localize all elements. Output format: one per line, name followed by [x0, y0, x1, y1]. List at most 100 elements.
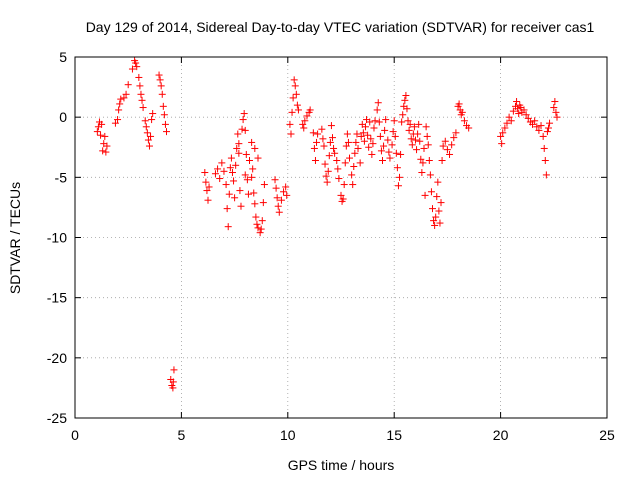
- data-point: [543, 128, 551, 136]
- data-points: [93, 57, 561, 392]
- y-tick-label: -10: [47, 230, 67, 246]
- data-point: [280, 188, 288, 196]
- data-point: [148, 116, 156, 124]
- data-point: [353, 130, 361, 138]
- data-point: [335, 175, 343, 183]
- data-point: [201, 169, 209, 177]
- data-point: [351, 149, 359, 157]
- data-point: [310, 144, 318, 152]
- data-point: [214, 165, 222, 173]
- data-point: [311, 156, 319, 164]
- data-point: [399, 111, 407, 119]
- data-point: [228, 169, 236, 177]
- data-point: [507, 117, 515, 125]
- data-point: [343, 130, 351, 138]
- data-point: [342, 142, 350, 150]
- data-point: [346, 154, 354, 162]
- y-tick-label: -20: [47, 350, 67, 366]
- data-point: [441, 137, 449, 145]
- data-point: [398, 118, 406, 126]
- data-point: [99, 147, 107, 155]
- data-point: [259, 199, 267, 207]
- data-point: [435, 207, 443, 215]
- data-point: [406, 120, 414, 128]
- x-tick-label: 15: [386, 427, 402, 443]
- data-point: [522, 111, 530, 119]
- data-point: [375, 118, 383, 126]
- data-point: [120, 94, 128, 102]
- data-point: [294, 106, 302, 114]
- data-point: [361, 123, 369, 131]
- data-point: [242, 150, 250, 158]
- data-point: [402, 92, 410, 100]
- data-point: [226, 164, 234, 172]
- chart-title: Day 129 of 2014, Sidereal Day-to-day VTE…: [86, 19, 595, 35]
- data-point: [529, 120, 537, 128]
- data-point: [337, 191, 345, 199]
- data-point: [542, 171, 550, 179]
- data-point: [245, 156, 253, 164]
- data-point: [354, 144, 362, 152]
- data-point: [293, 101, 301, 109]
- data-point: [546, 119, 554, 127]
- data-point: [390, 117, 398, 125]
- data-point: [366, 118, 374, 126]
- data-point: [408, 141, 416, 149]
- data-point: [385, 148, 393, 156]
- data-point: [251, 200, 259, 208]
- data-point: [381, 126, 389, 134]
- data-point: [156, 76, 164, 84]
- data-point: [252, 213, 260, 221]
- data-point: [514, 105, 522, 113]
- data-point: [292, 90, 300, 98]
- data-point: [244, 190, 252, 198]
- data-point: [248, 173, 256, 181]
- data-point: [520, 106, 528, 114]
- data-point: [249, 165, 257, 173]
- data-point: [350, 163, 358, 171]
- data-point: [286, 120, 294, 128]
- data-point: [223, 205, 231, 213]
- data-point: [290, 76, 298, 84]
- data-point: [410, 123, 418, 131]
- data-point: [417, 155, 425, 163]
- data-point: [551, 98, 559, 106]
- data-point: [330, 144, 338, 152]
- data-point: [232, 161, 240, 169]
- data-point: [234, 130, 242, 138]
- data-point: [218, 159, 226, 167]
- data-point: [357, 132, 365, 140]
- data-point: [287, 130, 295, 138]
- data-point: [446, 150, 454, 158]
- data-point: [323, 178, 331, 186]
- data-point: [216, 175, 224, 183]
- data-point: [299, 120, 307, 128]
- data-point: [423, 132, 431, 140]
- data-point: [415, 120, 423, 128]
- data-point: [438, 156, 446, 164]
- data-point: [235, 149, 243, 157]
- data-point: [260, 181, 268, 189]
- data-point: [320, 142, 328, 150]
- data-point: [155, 71, 163, 79]
- data-point: [322, 172, 330, 180]
- data-point: [374, 99, 382, 107]
- data-point: [437, 199, 445, 207]
- data-point: [224, 223, 232, 231]
- data-point: [434, 178, 442, 186]
- data-point: [301, 117, 309, 125]
- data-point: [452, 129, 460, 137]
- data-point: [537, 122, 545, 130]
- data-point: [422, 123, 430, 131]
- data-point: [258, 217, 266, 225]
- data-point: [367, 135, 375, 143]
- data-point: [169, 384, 177, 392]
- x-tick-label: 25: [599, 427, 615, 443]
- data-point: [360, 137, 368, 145]
- data-point: [460, 117, 468, 125]
- data-point: [170, 366, 178, 374]
- data-point: [321, 160, 329, 168]
- data-point: [291, 82, 299, 90]
- data-point: [436, 219, 444, 227]
- data-point: [250, 189, 258, 197]
